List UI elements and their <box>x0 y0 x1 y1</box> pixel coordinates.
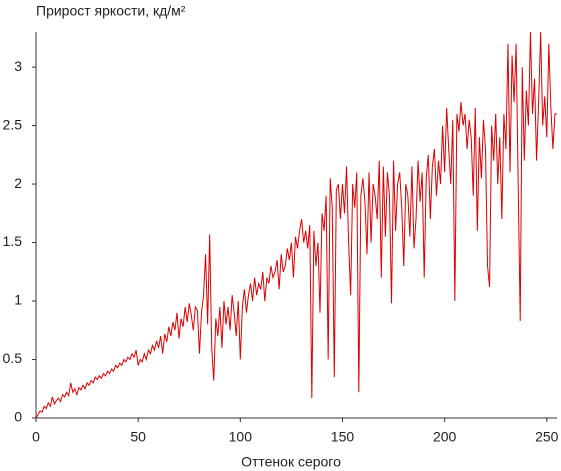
data-line <box>35 31 557 419</box>
x-axis-label: Оттенок серого <box>241 454 341 470</box>
y-tick-label: 2.5 <box>3 116 23 132</box>
y-tick-label: 1 <box>14 292 22 308</box>
chart-title: Прирост яркости, кд/м² <box>36 3 186 19</box>
y-tick-label: 3 <box>14 58 22 74</box>
x-tick-label: 250 <box>535 429 559 445</box>
x-tick-label: 0 <box>32 429 40 445</box>
x-tick-label: 50 <box>130 429 146 445</box>
x-tick-label: 100 <box>229 429 253 445</box>
y-tick-label: 0.5 <box>3 350 23 366</box>
x-tick-label: 150 <box>331 429 355 445</box>
x-tick-label: 200 <box>433 429 457 445</box>
y-tick-label: 0 <box>14 409 22 425</box>
y-tick-label: 1.5 <box>3 233 23 249</box>
y-tick-label: 2 <box>14 175 22 191</box>
